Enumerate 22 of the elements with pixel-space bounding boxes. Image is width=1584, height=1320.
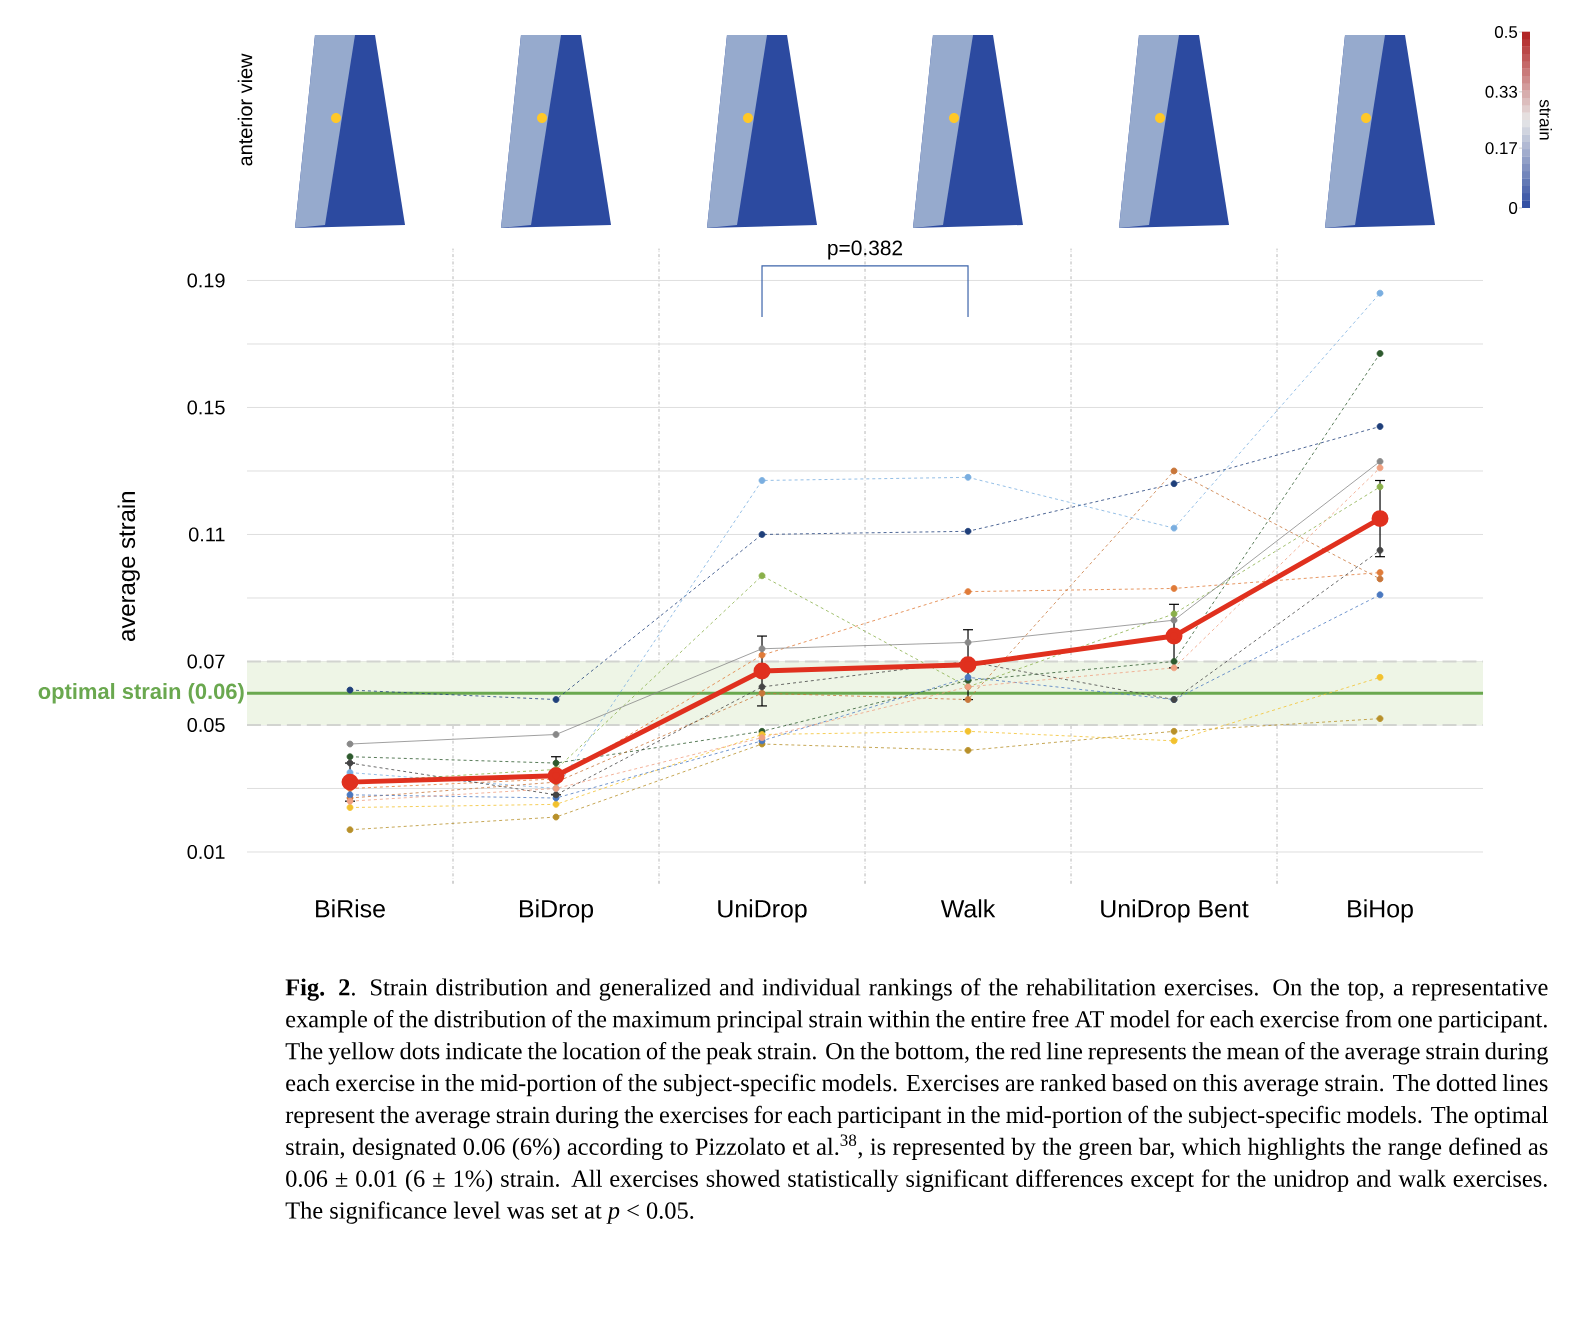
ref-line-label: optimal strain (0.06) (38, 683, 244, 704)
color-bar-label: 0 (1509, 201, 1518, 214)
text: anterior view (237, 53, 253, 166)
color-bar-label: 0.33 (1485, 85, 1518, 98)
y-tick-label: 0.05 (187, 717, 225, 733)
text: Fig. 2. Strain distribution and generalized and individual rankings of the rehabilitation exercises. On the top, a representative example of the distribution of the maximum principal strain within the entire free AT model for each exercise from one participant. The yellow dots indicate the location of the peak strain. On the bottom, the red line represents the mean of the average strain during each exercise in the mid-portion of the subject-specific models. Exercises are ranked based on this average strain. The dotted lines represent the average strain during the exercises for each participant in the mid-portion of the subject-specific models. The optimal strain, designated 0.06 (6%) according to Pizzolato et al.$^{38}$, is represented by the green bar, which highlights the range defined as 0.06 ± 0.01 (6 ± 1%) strain. All exercises showed statistically significant differences except for the unidrop and walk exercises. The significance level was set at p < 0.05. (285, 978, 1548, 1224)
y-tick-label: 0.11 (188, 527, 225, 542)
x-tick-label: UniDrop (718, 899, 807, 923)
y-axis-title: average strain (117, 492, 140, 641)
annotation: p=0.382 (828, 240, 903, 260)
y-tick-label: 0.15 (187, 400, 225, 415)
x-tick-label: BiRise (316, 899, 385, 918)
x-tick-label: Walk (940, 899, 996, 918)
y-tick-label: 0.01 (187, 844, 225, 860)
x-tick-label: BiHop (1348, 899, 1413, 923)
x-tick-label: UniDrop Bent (1101, 899, 1249, 923)
x-tick-label: BiDrop (519, 899, 594, 923)
color-bar-label: 0.17 (1485, 142, 1517, 155)
color-bar-label: 0.5 (1494, 25, 1518, 38)
color-bar-title: strain (1539, 99, 1552, 140)
y-tick-label: 0.19 (187, 273, 225, 288)
y-tick-label: 0.07 (187, 654, 225, 669)
